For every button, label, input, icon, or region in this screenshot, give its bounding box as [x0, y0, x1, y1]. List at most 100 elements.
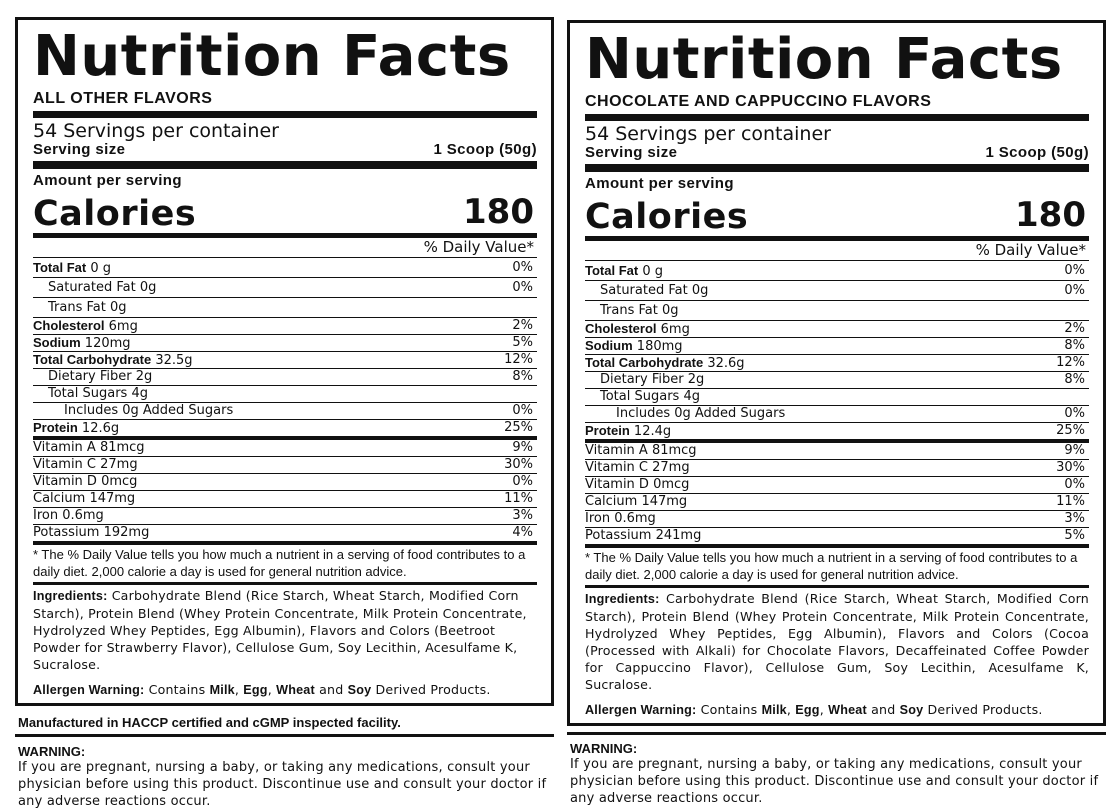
nutrient-dv: 0%: [512, 403, 533, 418]
nutrient-dv: 12%: [504, 352, 533, 367]
nutrient-row: Total Carbohydrate 32.5g 12%: [33, 352, 537, 369]
nutrient-dv: 8%: [1064, 338, 1085, 353]
nutrient-row: Trans Fat 0g: [585, 301, 1089, 321]
nutrient-name: Calcium 147mg: [585, 494, 688, 509]
nutrient-row: Saturated Fat 0g 0%: [33, 278, 537, 298]
nutrient-dv: 0%: [512, 474, 533, 489]
nutrient-name: Dietary Fiber 2g: [48, 369, 153, 384]
calories-label: Calories: [33, 194, 197, 234]
nutrient-name: Includes 0g Added Sugars: [64, 403, 234, 418]
allergen-egg: Egg: [243, 683, 268, 697]
allergen-sep: and: [314, 682, 348, 697]
nutrient-amount: 0 g: [638, 264, 663, 279]
nutrient-dv: 3%: [512, 508, 533, 523]
nutrient-name: Vitamin A 81mcg: [585, 443, 697, 458]
calories-row: Calories 180: [33, 189, 537, 238]
serving-size-row: Serving size 1 Scoop (50g): [585, 144, 1089, 172]
allergen-sep: ,: [819, 702, 829, 717]
allergen-label: Allergen Warning:: [585, 703, 697, 717]
nutrient-name-bold: Sodium: [33, 335, 81, 350]
nutrient-row: Calcium 147mg 11%: [585, 494, 1089, 511]
nutrient-row: Iron 0.6mg 3%: [33, 508, 537, 525]
nutrient-amount: 32.6g: [703, 356, 745, 371]
nutrient-row: Sodium 120mg 5%: [33, 335, 537, 352]
nutrient-row: Includes 0g Added Sugars 0%: [585, 406, 1089, 423]
nutrient-row: Potassium 192mg 4%: [33, 525, 537, 545]
nutrient-amount: 12.6g: [77, 421, 120, 436]
nutrient-name: Includes 0g Added Sugars: [616, 406, 786, 421]
nutrient-row: Protein 12.4g 25%: [585, 423, 1089, 443]
nutrient-name: Trans Fat 0g: [600, 303, 679, 318]
nutrient-row: Includes 0g Added Sugars 0%: [33, 403, 537, 420]
nutrient-row: Total Fat 0 g 0%: [33, 258, 537, 278]
nutrient-amount: 6mg: [656, 322, 690, 337]
nutrient-row: Calcium 147mg 11%: [33, 491, 537, 508]
calories-row: Calories 180: [585, 192, 1089, 241]
servings-per-container: 54 Servings per container: [33, 120, 279, 142]
nutrient-dv: 5%: [512, 335, 533, 350]
nutrient-dv: 5%: [1064, 528, 1085, 543]
nutrient-row: Total Fat 0 g 0%: [585, 261, 1089, 281]
nutrient-name: Dietary Fiber 2g: [600, 372, 705, 387]
nutrient-name-bold: Total Fat: [33, 260, 87, 275]
nutrient-name-bold: Total Carbohydrate: [33, 352, 152, 367]
daily-value-footnote: * The % Daily Value tells you how much a…: [33, 545, 537, 585]
nutrient-dv: 25%: [504, 420, 533, 435]
nutrient-row: Dietary Fiber 2g 8%: [33, 369, 537, 386]
allergen-soy: Soy: [347, 683, 372, 697]
allergen-sep: and: [866, 702, 900, 717]
ingredients-text: Ingredients: Carbohydrate Blend (Rice St…: [585, 588, 1089, 701]
allergen-sep: ,: [234, 682, 244, 697]
nutrient-dv: 9%: [1064, 443, 1085, 458]
flavor-subtitle: ALL OTHER FLAVORS: [33, 90, 537, 118]
nutrient-name: Potassium 192mg: [33, 525, 150, 540]
calories-value: 180: [1015, 195, 1086, 235]
nutrient-dv: 4%: [512, 525, 533, 540]
nutrition-facts-box: Nutrition Facts ALL OTHER FLAVORS 54 Ser…: [15, 17, 554, 706]
amount-per-serving-label: Amount per serving: [585, 175, 734, 192]
nutrient-row: Vitamin A 81mcg 9%: [585, 443, 1089, 460]
amount-per-serving-label: Amount per serving: [33, 172, 182, 189]
nutrient-dv: 3%: [1064, 511, 1085, 526]
allergen-text: Contains: [144, 682, 210, 697]
allergen-warning: Allergen Warning: Contains Milk, Egg, Wh…: [33, 681, 537, 703]
panel-title: Nutrition Facts: [585, 27, 1063, 92]
nutrient-name: Vitamin D 0mcg: [33, 474, 138, 489]
nutrient-row: Vitamin D 0mcg 0%: [33, 474, 537, 491]
nutrient-dv: 0%: [1064, 283, 1085, 298]
nutrient-dv: 8%: [1064, 372, 1085, 387]
nutrient-dv: 0%: [1064, 263, 1085, 278]
allergen-soy: Soy: [899, 703, 924, 717]
allergen-text: Derived Products.: [371, 682, 491, 697]
allergen-egg: Egg: [795, 703, 820, 717]
nutrient-dv: 9%: [512, 440, 533, 455]
nutrient-name-bold: Protein: [585, 423, 630, 438]
warning-title: WARNING:: [570, 741, 638, 756]
nutrient-name: Calcium 147mg: [33, 491, 136, 506]
allergen-sep: ,: [267, 682, 277, 697]
serving-size-value: 1 Scoop (50g): [433, 141, 537, 158]
nutrient-row: Trans Fat 0g: [33, 298, 537, 318]
nutrition-panel-all-other-flavors: Nutrition Facts ALL OTHER FLAVORS 54 Ser…: [15, 17, 554, 810]
nutrient-name: Total Sugars 4g: [600, 389, 700, 404]
nutrient-name-bold: Cholesterol: [585, 321, 657, 336]
nutrient-name: Potassium 241mg: [585, 528, 702, 543]
nutrient-name: Total Sugars 4g: [48, 386, 148, 401]
nutrient-name-bold: Sodium: [585, 338, 633, 353]
nutrient-dv: 12%: [1056, 355, 1085, 370]
nutrient-dv: 11%: [1056, 494, 1085, 509]
nutrient-name: Trans Fat 0g: [48, 300, 127, 315]
allergen-milk: Milk: [209, 683, 235, 697]
nutrient-name-bold: Total Fat: [585, 263, 639, 278]
divider: [567, 732, 1106, 735]
nutrient-row: Cholesterol 6mg 2%: [585, 321, 1089, 338]
nutrient-dv: 2%: [512, 318, 533, 333]
nutrient-amount: 32.5g: [151, 353, 193, 368]
nutrient-name-bold: Total Carbohydrate: [585, 355, 704, 370]
ingredients-label: Ingredients:: [585, 592, 660, 606]
ingredients-list: Carbohydrate Blend (Rice Starch, Wheat S…: [33, 588, 527, 672]
ingredients-list: Carbohydrate Blend (Rice Starch, Wheat S…: [585, 591, 1089, 692]
serving-size-label: Serving size: [33, 141, 126, 158]
nutrient-row: Dietary Fiber 2g 8%: [585, 372, 1089, 389]
serving-size-row: Serving size 1 Scoop (50g): [33, 141, 537, 169]
